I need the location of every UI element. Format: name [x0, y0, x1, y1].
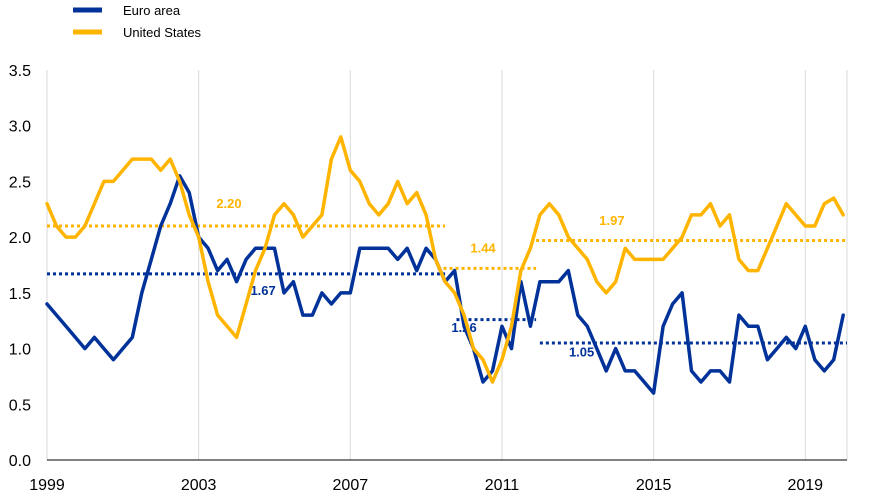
- y-tick-label: 1.0: [9, 342, 31, 359]
- y-tick-label: 2.0: [9, 230, 31, 247]
- x-tick-label: 2007: [333, 477, 369, 494]
- y-tick-label: 3.5: [9, 63, 31, 80]
- legend-label: United States: [123, 25, 202, 40]
- x-tick-label: 2003: [181, 477, 217, 494]
- x-tick-label: 2019: [787, 477, 823, 494]
- average-label: 1.05: [569, 344, 594, 359]
- x-tick-label: 2015: [636, 477, 672, 494]
- average-label: 2.20: [216, 196, 241, 211]
- y-tick-label: 3.0: [9, 119, 31, 136]
- legend-label: Euro area: [123, 3, 181, 18]
- y-tick-label: 1.5: [9, 286, 31, 303]
- series-line-united-states: [45, 135, 845, 384]
- y-tick-label: 0.0: [9, 453, 31, 470]
- y-tick-label: 0.5: [9, 397, 31, 414]
- x-tick-label: 1999: [29, 477, 65, 494]
- average-label: 1.97: [599, 213, 624, 228]
- average-label: 1.67: [250, 283, 275, 298]
- x-tick-label: 2011: [485, 477, 520, 494]
- average-label: 1.44: [470, 241, 496, 256]
- y-tick-label: 2.5: [9, 174, 31, 191]
- series-line-euro-area: [45, 174, 845, 395]
